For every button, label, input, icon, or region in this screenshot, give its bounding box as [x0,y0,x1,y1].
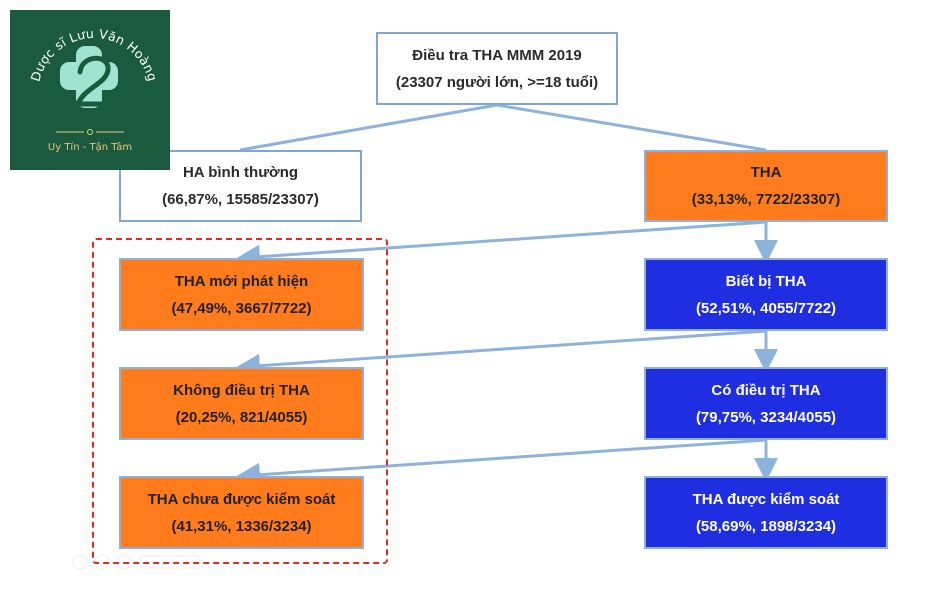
node-aware-detail: (52,51%, 4055/7722) [695,299,837,317]
node-aware: Biết bị THA (52,51%, 4055/7722) [644,258,888,331]
node-newly-detected-detail: (47,49%, 3667/7722) [171,299,312,317]
brand-logo: Dược sĩ Lưu Văn Hoàng Uy Tín - Tận Tâm [10,10,170,170]
node-uncontrolled-detail: (41,31%, 1336/3234) [171,517,312,535]
node-controlled-detail: (58,69%, 1898/3234) [695,517,837,535]
edge-aware-to-untreated [236,329,767,378]
node-survey: Điều tra THA MMM 2019 (23307 người lớn, … [376,32,618,105]
logo-divider-ornament [56,129,124,135]
node-newly-detected-title: THA mới phát hiện [174,272,309,290]
logo-tagline: Uy Tín - Tận Tâm [47,142,133,153]
node-aware-title: Biết bị THA [725,272,807,290]
node-untreated: Không điều trị THA (20,25%, 821/4055) [119,367,364,440]
node-normal-bp-detail: (66,87%, 15585/23307) [162,191,319,208]
node-survey-detail: (23307 người lớn, >=18 tuổi) [395,73,599,91]
node-normal-bp-title: HA bình thường [182,164,299,181]
node-hypertension-title: THA [750,164,782,181]
node-survey-title: Điều tra THA MMM 2019 [412,46,582,64]
node-controlled-title: THA được kiểm soát [692,490,840,508]
node-controlled: THA được kiểm soát (58,69%, 1898/3234) [644,476,888,549]
edge-survey-to-hypertension [496,103,767,152]
node-untreated-title: Không điều trị THA [173,381,310,399]
node-uncontrolled-title: THA chưa được kiểm soát [147,490,336,508]
faint-watermark-mark [70,552,210,572]
edge-treated-to-uncontrolled [236,438,767,487]
node-hypertension-detail: (33,13%, 7722/23307) [691,191,841,208]
edge-survey-to-normal [239,103,498,152]
edge-hypertension-to-newly-detected [236,220,767,269]
node-normal-bp: HA bình thường (66,87%, 15585/23307) [119,150,362,222]
pharmacy-cross-icon [60,46,118,108]
node-untreated-detail: (20,25%, 821/4055) [175,408,308,426]
node-treated-detail: (79,75%, 3234/4055) [695,408,837,426]
node-treated-title: Có điều trị THA [711,381,821,399]
node-newly-detected: THA mới phát hiện (47,49%, 3667/7722) [119,258,364,331]
node-treated: Có điều trị THA (79,75%, 3234/4055) [644,367,888,440]
untreated-group-highlight-frame [92,238,388,564]
node-hypertension: THA (33,13%, 7722/23307) [644,150,888,222]
node-uncontrolled: THA chưa được kiểm soát (41,31%, 1336/32… [119,476,364,549]
